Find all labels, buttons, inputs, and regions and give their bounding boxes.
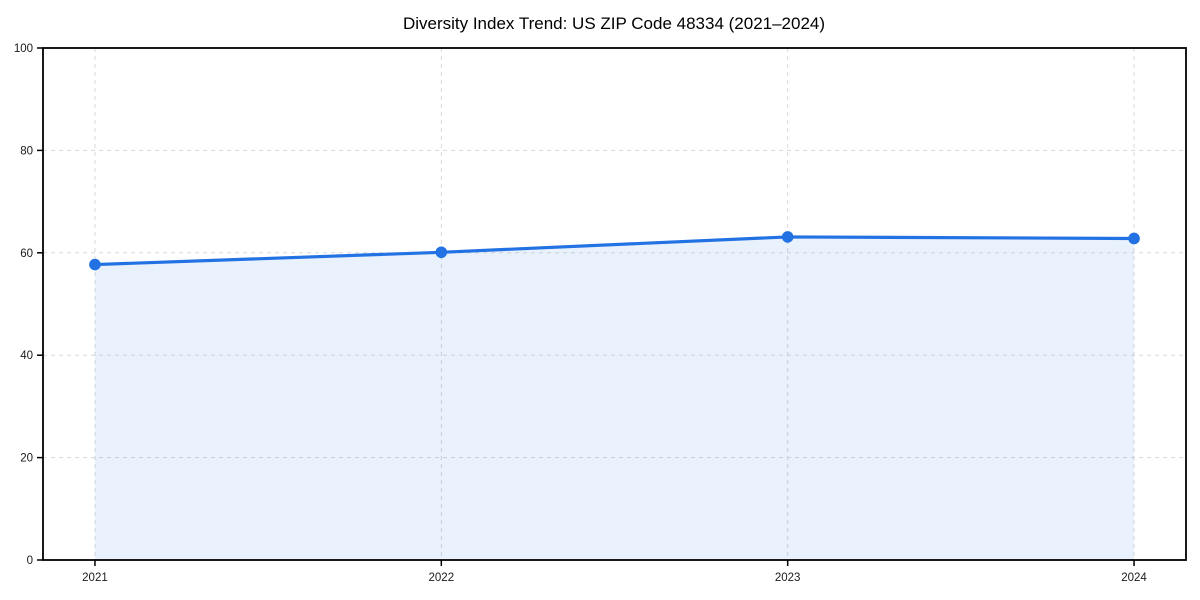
y-tick-label: 20 — [20, 453, 33, 465]
y-tick-label: 80 — [20, 145, 33, 157]
area-fill — [94, 236, 1135, 561]
tick-layer — [37, 47, 1135, 566]
axes-box — [42, 47, 1187, 561]
data-point-2021 — [89, 258, 101, 271]
marker-layer — [89, 231, 1140, 271]
grid-layer — [43, 48, 1186, 560]
y-tick-label: 0 — [27, 555, 33, 567]
data-point-2022 — [435, 246, 448, 259]
line-layer — [93, 235, 1136, 267]
label-layer: 0 20 40 60 80 100 2021 2022 2023 2024 — [14, 43, 1148, 584]
x-tick-label: 2021 — [82, 572, 108, 584]
x-tick-label: 2023 — [775, 572, 801, 584]
x-tick-label: 2022 — [429, 572, 455, 584]
data-point-2024 — [1128, 232, 1140, 245]
y-tick-label: 100 — [14, 43, 33, 55]
trend-line — [93, 235, 1136, 267]
data-point-2023 — [781, 231, 794, 243]
y-tick-label: 40 — [20, 350, 33, 362]
x-tick-label: 2024 — [1121, 572, 1147, 584]
spine-layer — [42, 47, 1187, 561]
y-tick-label: 60 — [20, 248, 33, 260]
chart-title: Diversity Index Trend: US ZIP Code 48334… — [403, 14, 825, 33]
area-layer — [94, 236, 1135, 561]
